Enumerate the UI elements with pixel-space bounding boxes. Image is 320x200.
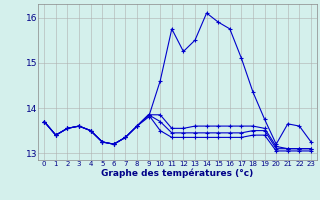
X-axis label: Graphe des températures (°c): Graphe des températures (°c) [101,169,254,178]
